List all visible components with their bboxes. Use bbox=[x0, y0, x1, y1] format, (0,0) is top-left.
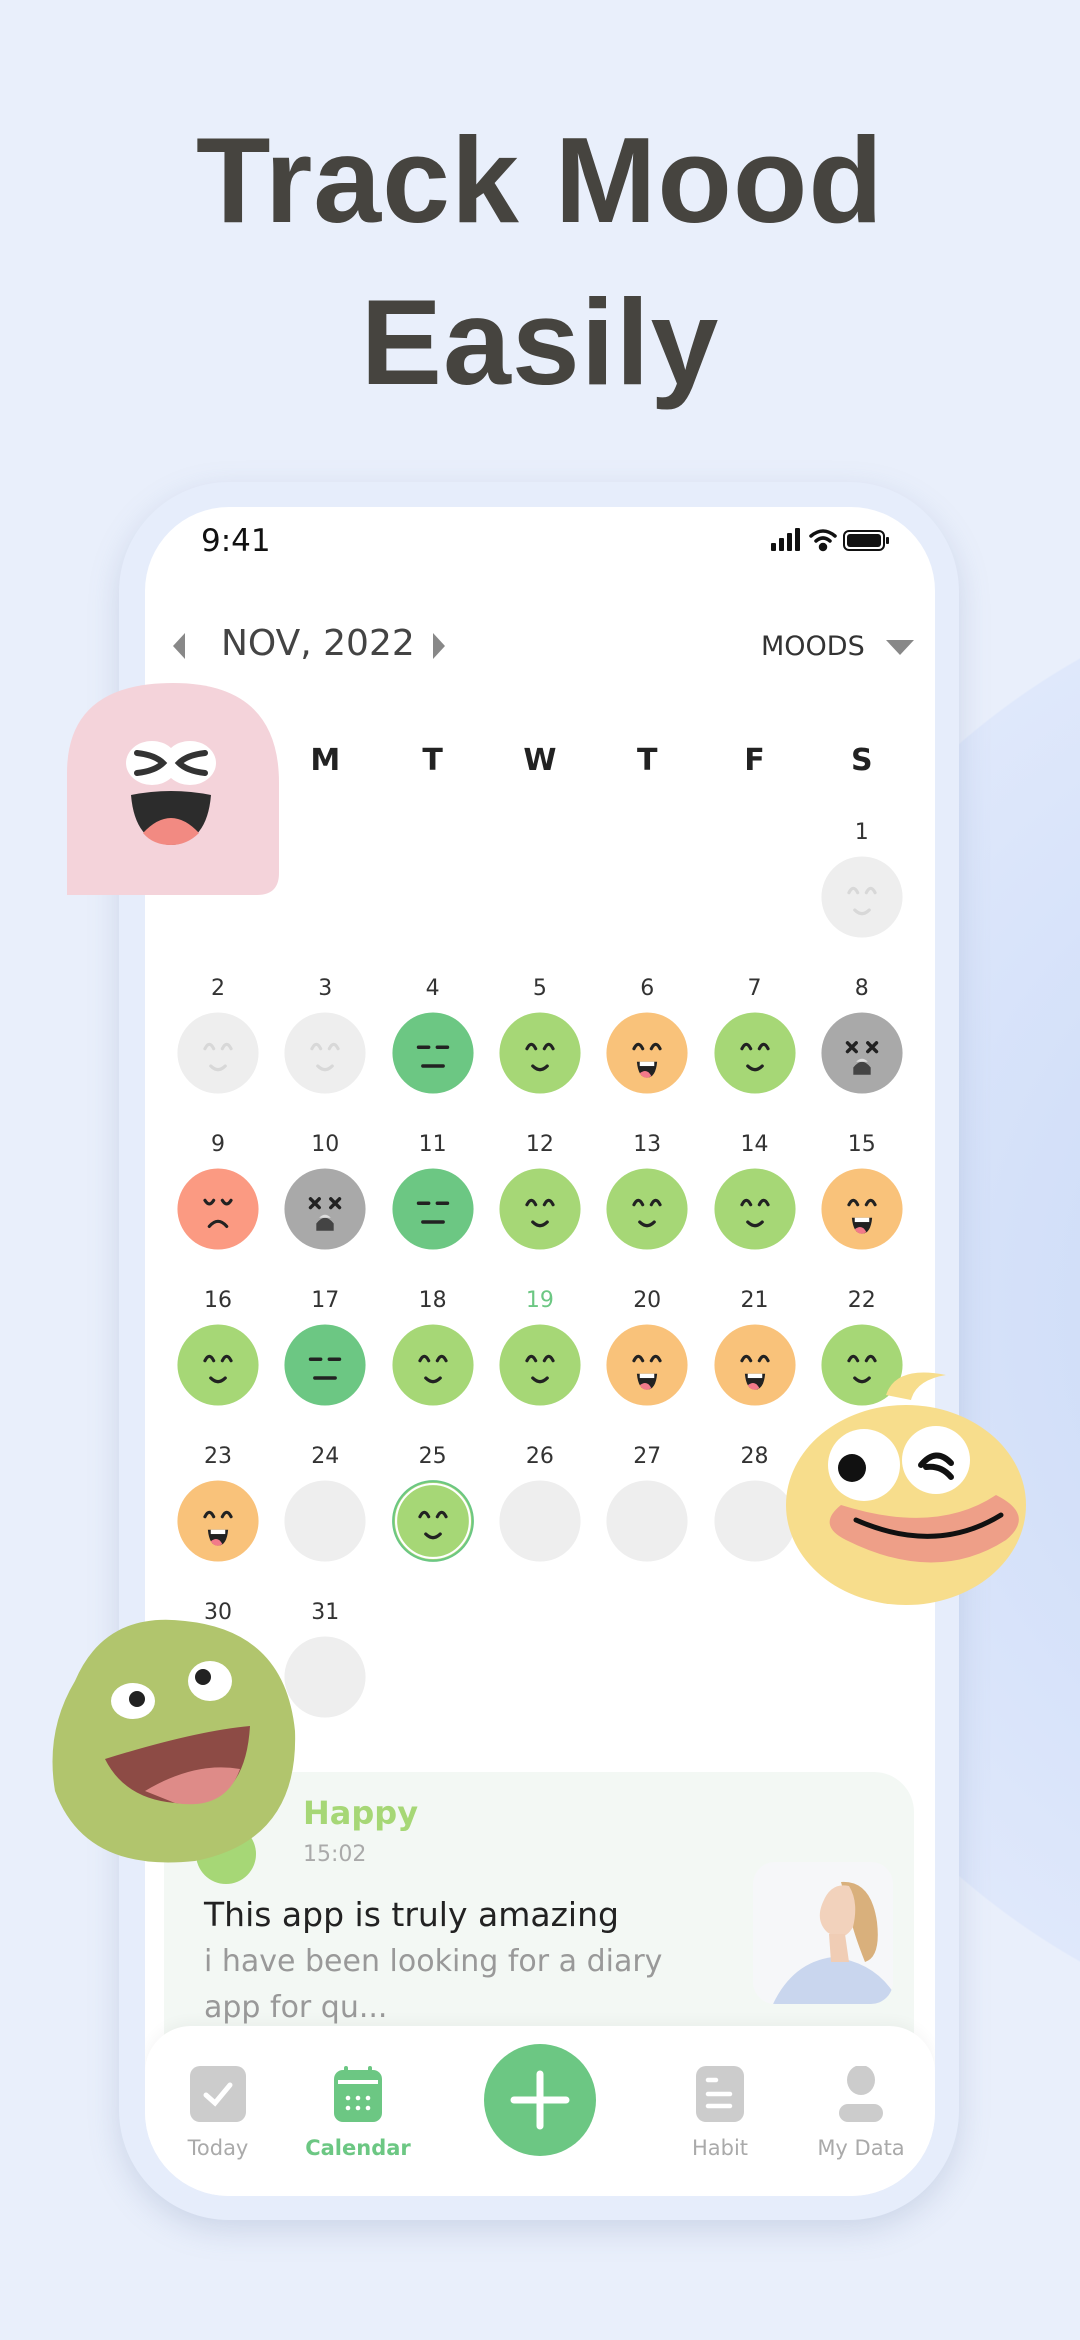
next-month-icon[interactable] bbox=[431, 631, 447, 661]
day-number: 12 bbox=[525, 1132, 554, 1157]
tab-label: My Data bbox=[817, 2136, 905, 2160]
mood-happy-icon[interactable] bbox=[605, 1167, 689, 1251]
pink-ghost-sticker bbox=[67, 683, 279, 895]
day-number: 20 bbox=[633, 1288, 662, 1313]
weekday-label: T bbox=[636, 743, 658, 778]
mood-happy-icon[interactable] bbox=[713, 1011, 797, 1095]
mood-happy-icon[interactable] bbox=[391, 1323, 475, 1407]
day-number: 11 bbox=[418, 1132, 447, 1157]
day-number: 21 bbox=[740, 1288, 769, 1313]
mood-happy-icon[interactable] bbox=[498, 1323, 582, 1407]
wifi-icon bbox=[809, 529, 837, 552]
status-icons bbox=[771, 528, 889, 552]
mood-none-icon[interactable] bbox=[713, 1479, 797, 1563]
day-number: 24 bbox=[311, 1444, 340, 1469]
mood-laugh-icon[interactable] bbox=[176, 1479, 260, 1563]
tab-label: Calendar bbox=[305, 2136, 411, 2160]
day-number: 7 bbox=[747, 976, 762, 1001]
signal-icon bbox=[771, 528, 800, 551]
day-number: 28 bbox=[740, 1444, 769, 1469]
day-number: 19 bbox=[525, 1288, 554, 1313]
day-number: 14 bbox=[740, 1132, 769, 1157]
green-blob-sticker bbox=[52, 1619, 296, 1863]
mood-happy-icon[interactable] bbox=[820, 1323, 904, 1407]
tab-bar: Today Calendar Habit My Data bbox=[145, 2026, 935, 2196]
mood-laugh-icon[interactable] bbox=[820, 1167, 904, 1251]
mood-dead-icon[interactable] bbox=[283, 1167, 367, 1251]
mood-empty-icon[interactable] bbox=[176, 1011, 260, 1095]
tab-label: Today bbox=[187, 2136, 249, 2160]
tab-label: Habit bbox=[691, 2136, 749, 2160]
checkbox-icon bbox=[190, 2066, 246, 2122]
mood-none-icon[interactable] bbox=[283, 1479, 367, 1563]
day-number: 8 bbox=[854, 976, 869, 1001]
entry-title: This app is truly amazing bbox=[204, 1895, 619, 1934]
day-number: 27 bbox=[633, 1444, 662, 1469]
day-number: 31 bbox=[311, 1600, 340, 1625]
battery-icon bbox=[843, 530, 889, 551]
day-number: 15 bbox=[847, 1132, 876, 1157]
day-number: 10 bbox=[311, 1132, 340, 1157]
day-number: 22 bbox=[847, 1288, 876, 1313]
mood-dead-icon[interactable] bbox=[820, 1011, 904, 1095]
mood-happy-icon[interactable] bbox=[713, 1167, 797, 1251]
calendar-icon bbox=[334, 2066, 382, 2122]
headline-line2: Easily bbox=[360, 274, 720, 410]
weekday-label: F bbox=[744, 743, 765, 778]
person-icon bbox=[839, 2066, 883, 2122]
list-icon bbox=[696, 2066, 744, 2122]
mood-laugh-icon[interactable] bbox=[605, 1323, 689, 1407]
day-number: 23 bbox=[204, 1444, 232, 1469]
day-number: 18 bbox=[418, 1288, 447, 1313]
weekday-label: W bbox=[523, 743, 557, 778]
day-number: 5 bbox=[532, 976, 547, 1001]
mood-laugh-icon[interactable] bbox=[713, 1323, 797, 1407]
entry-excerpt-line2: app for qu... bbox=[204, 1990, 388, 2025]
mood-none-icon[interactable] bbox=[283, 1635, 367, 1719]
day-number: 4 bbox=[425, 976, 440, 1001]
headline-line1: Track Mood bbox=[196, 112, 884, 248]
day-number: 26 bbox=[525, 1444, 554, 1469]
day-number: 13 bbox=[633, 1132, 662, 1157]
mood-neutral-icon[interactable] bbox=[283, 1323, 367, 1407]
entry-mood: Happy bbox=[303, 1794, 419, 1832]
add-entry-button[interactable] bbox=[484, 2044, 596, 2156]
mood-empty-icon[interactable] bbox=[283, 1011, 367, 1095]
weekday-label: M bbox=[310, 743, 341, 778]
prev-month-icon[interactable] bbox=[171, 631, 187, 661]
mood-happy-icon[interactable] bbox=[391, 1479, 475, 1563]
day-number: 25 bbox=[418, 1444, 447, 1469]
mood-neutral-icon[interactable] bbox=[391, 1167, 475, 1251]
day-number: 17 bbox=[311, 1288, 340, 1313]
mood-filter-dropdown[interactable]: MOODS bbox=[761, 631, 865, 662]
entry-photo[interactable] bbox=[753, 1862, 893, 2004]
weekday-label: T bbox=[422, 743, 443, 778]
status-time: 9:41 bbox=[201, 523, 271, 559]
day-number: 16 bbox=[204, 1288, 232, 1313]
mood-none-icon[interactable] bbox=[498, 1479, 582, 1563]
day-number: 3 bbox=[318, 976, 333, 1001]
weekday-label: S bbox=[850, 743, 873, 778]
day-number: 30 bbox=[204, 1600, 232, 1625]
mood-happy-icon[interactable] bbox=[176, 1323, 260, 1407]
mood-laugh-icon[interactable] bbox=[605, 1011, 689, 1095]
day-number: 1 bbox=[854, 820, 869, 845]
mood-happy-icon[interactable] bbox=[498, 1167, 582, 1251]
mood-happy-icon[interactable] bbox=[498, 1011, 582, 1095]
entry-excerpt-line1: i have been looking for a diary bbox=[204, 1944, 663, 1979]
diary-entry-card[interactable]: Happy 15:02 This app is truly amazing i … bbox=[164, 1772, 914, 2072]
entry-time: 15:02 bbox=[303, 1842, 367, 1867]
chevron-down-icon[interactable] bbox=[885, 639, 915, 657]
day-number: 6 bbox=[640, 976, 655, 1001]
mood-none-icon[interactable] bbox=[605, 1479, 689, 1563]
month-label: NOV, 2022 bbox=[221, 623, 415, 664]
day-number: 2 bbox=[211, 976, 225, 1001]
mood-neutral-icon[interactable] bbox=[391, 1011, 475, 1095]
mood-sad-icon[interactable] bbox=[176, 1167, 260, 1251]
mood-empty-icon[interactable] bbox=[820, 855, 904, 939]
yellow-chick-sticker bbox=[786, 1372, 1026, 1605]
day-number: 9 bbox=[211, 1132, 225, 1157]
